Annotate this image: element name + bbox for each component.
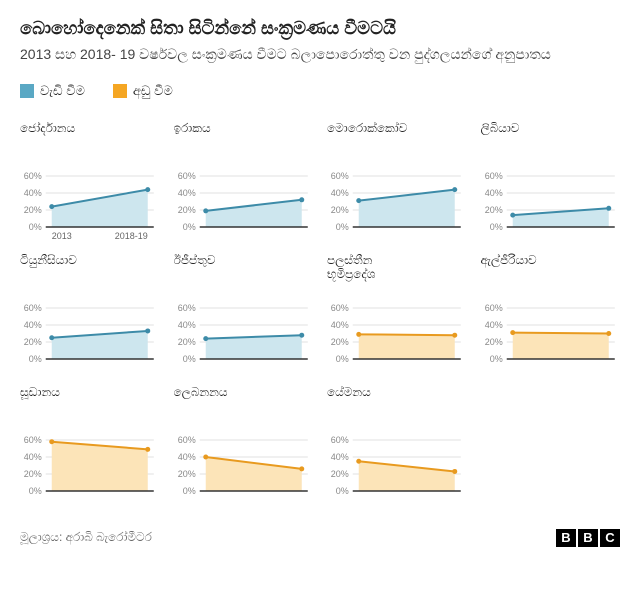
svg-text:40%: 40% [484, 320, 502, 330]
panel-title: ඊජීප්තුව [174, 253, 314, 283]
svg-text:0%: 0% [182, 354, 195, 364]
panel: ලෙබනනය 0% 20% 40% 60% [174, 385, 314, 507]
svg-text:20%: 20% [177, 205, 195, 215]
panel-chart: 0% 20% 40% 60% [20, 419, 160, 507]
svg-text:20%: 20% [24, 205, 42, 215]
bbc-c: C [600, 529, 620, 547]
chart-container: බොහෝදෙනෙක් සිතා සිටින්නේ සංක්‍රමණය වීමටය… [0, 0, 640, 559]
svg-text:20%: 20% [24, 469, 42, 479]
svg-text:0%: 0% [489, 222, 502, 232]
svg-text:60%: 60% [331, 303, 349, 313]
svg-text:0%: 0% [182, 486, 195, 496]
panel: ඇල්ජීරියාව 0% 20% 40% 60% [481, 253, 621, 375]
panel-title: මොරොක්කෝව [327, 121, 467, 151]
legend: වැඩි වීම අඩු වීම [20, 83, 620, 99]
svg-text:20%: 20% [177, 337, 195, 347]
svg-text:60%: 60% [24, 435, 42, 445]
svg-text:0%: 0% [336, 486, 349, 496]
svg-text:0%: 0% [489, 354, 502, 364]
panel-title: ටියුනීසියාව [20, 253, 160, 283]
svg-text:0%: 0% [29, 222, 42, 232]
bbc-b1: B [556, 529, 576, 547]
bbc-b2: B [578, 529, 598, 547]
panel-chart: 0% 20% 40% 60% [481, 287, 621, 375]
svg-text:60%: 60% [331, 171, 349, 181]
source-text: මූලාශ්‍රය: අරාබි බැරෝමීටර [20, 530, 152, 545]
svg-text:60%: 60% [484, 303, 502, 313]
panel-title: පලස්තීනභූමිප්‍රදේශ [327, 253, 467, 283]
legend-swatch-increase [20, 84, 34, 98]
panel-chart: 0% 20% 40% 60% [174, 155, 314, 243]
panel-chart: 0% 20% 40% 60% [20, 287, 160, 375]
svg-text:2013: 2013 [52, 231, 72, 241]
svg-text:40%: 40% [24, 320, 42, 330]
panel: ජෝර්දානය 0% 20% 40% 60% 2013 2018-19 [20, 121, 160, 243]
panel: පලස්තීනභූමිප්‍රදේශ 0% 20% 40% 60% [327, 253, 467, 375]
bbc-logo: B B C [556, 529, 620, 547]
panel-title: ලිබියාව [481, 121, 621, 151]
svg-text:0%: 0% [29, 354, 42, 364]
legend-label-decrease: අඩු වීම [133, 83, 173, 99]
panel-chart: 0% 20% 40% 60% 2013 2018-19 [20, 155, 160, 243]
svg-text:20%: 20% [331, 205, 349, 215]
panel-title: ලෙබනනය [174, 385, 314, 415]
panel: සූඩානය 0% 20% 40% 60% [20, 385, 160, 507]
svg-text:40%: 40% [177, 452, 195, 462]
legend-label-increase: වැඩි වීම [40, 83, 85, 99]
svg-text:40%: 40% [331, 320, 349, 330]
chart-subtitle: 2013 සහ 2018- 19 වර්ෂවල සංක්‍රමණය වීමට බ… [20, 45, 620, 65]
legend-decrease: අඩු වීම [113, 83, 173, 99]
svg-text:0%: 0% [336, 222, 349, 232]
svg-text:0%: 0% [336, 354, 349, 364]
panel: ලිබියාව 0% 20% 40% 60% [481, 121, 621, 243]
panel-chart: 0% 20% 40% 60% [327, 287, 467, 375]
panel-chart: 0% 20% 40% 60% [174, 419, 314, 507]
svg-text:40%: 40% [24, 452, 42, 462]
svg-text:20%: 20% [24, 337, 42, 347]
svg-text:40%: 40% [484, 188, 502, 198]
svg-text:60%: 60% [331, 435, 349, 445]
panel: මොරොක්කෝව 0% 20% 40% 60% [327, 121, 467, 243]
panel-title: ජෝර්දානය [20, 121, 160, 151]
panel-title: ඉරාකය [174, 121, 314, 151]
svg-text:20%: 20% [484, 205, 502, 215]
legend-swatch-decrease [113, 84, 127, 98]
svg-text:20%: 20% [331, 469, 349, 479]
panel: ඉරාකය 0% 20% 40% 60% [174, 121, 314, 243]
svg-text:20%: 20% [177, 469, 195, 479]
svg-text:0%: 0% [29, 486, 42, 496]
svg-text:60%: 60% [24, 171, 42, 181]
svg-text:60%: 60% [24, 303, 42, 313]
panel: ටියුනීසියාව 0% 20% 40% 60% [20, 253, 160, 375]
panel-chart: 0% 20% 40% 60% [327, 155, 467, 243]
footer: මූලාශ්‍රය: අරාබි බැරෝමීටර B B C [20, 525, 620, 547]
panel-chart: 0% 20% 40% 60% [327, 419, 467, 507]
svg-text:40%: 40% [331, 188, 349, 198]
svg-text:20%: 20% [484, 337, 502, 347]
svg-text:40%: 40% [177, 320, 195, 330]
panel: යේමනය 0% 20% 40% 60% [327, 385, 467, 507]
panel: ඊජීප්තුව 0% 20% 40% 60% [174, 253, 314, 375]
chart-grid: ජෝර්දානය 0% 20% 40% 60% 2013 2018-19 ඉරාකය 0% 20%… [20, 121, 620, 507]
svg-text:2018-19: 2018-19 [115, 231, 148, 241]
svg-text:60%: 60% [484, 171, 502, 181]
panel-chart: 0% 20% 40% 60% [481, 155, 621, 243]
panel-chart: 0% 20% 40% 60% [174, 287, 314, 375]
svg-text:60%: 60% [177, 303, 195, 313]
legend-increase: වැඩි වීම [20, 83, 85, 99]
svg-text:40%: 40% [331, 452, 349, 462]
chart-title: බොහෝදෙනෙක් සිතා සිටින්නේ සංක්‍රමණය වීමටය… [20, 18, 620, 39]
svg-text:60%: 60% [177, 435, 195, 445]
svg-text:60%: 60% [177, 171, 195, 181]
svg-text:0%: 0% [182, 222, 195, 232]
svg-text:20%: 20% [331, 337, 349, 347]
panel-title: සූඩානය [20, 385, 160, 415]
svg-text:40%: 40% [24, 188, 42, 198]
panel-title: යේමනය [327, 385, 467, 415]
panel-title: ඇල්ජීරියාව [481, 253, 621, 283]
svg-text:40%: 40% [177, 188, 195, 198]
